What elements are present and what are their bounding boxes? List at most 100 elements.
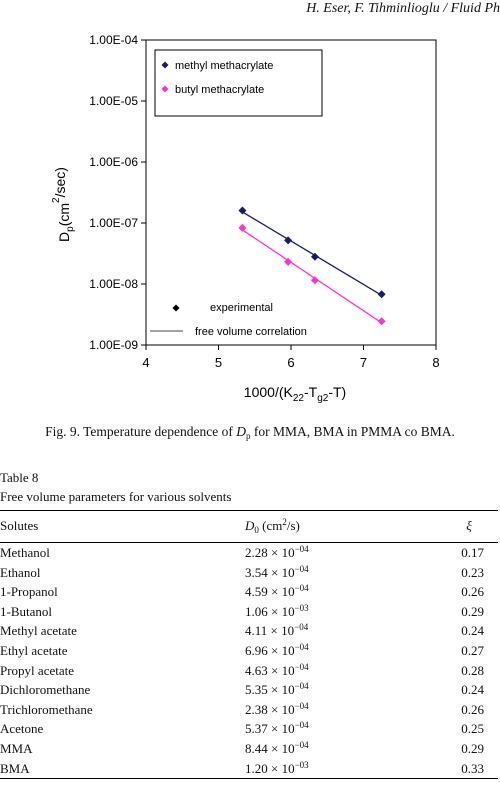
free-volume-table: Solutes D0 (cm2/s) ξ Methanol 2.28 × 10−0…: [0, 510, 498, 780]
caption-prefix: Fig. 9. Temperature dependence of: [45, 424, 237, 439]
cell-d0: 4.63 × 10−04: [245, 661, 440, 681]
y-tick-label: 1.00E-08: [89, 277, 138, 291]
header-xi: ξ: [440, 510, 498, 543]
cell-d0: 1.06 × 10−03: [245, 602, 440, 622]
header-d0: D0 (cm2/s): [245, 510, 440, 543]
annotation-fit: free volume correlation: [195, 326, 307, 338]
cell-d0-exponent: −04: [294, 544, 309, 554]
table-row: Ethyl acetate 6.96 × 10−04 0.27: [0, 641, 498, 661]
series-1-point: [310, 276, 319, 285]
cell-d0-times: × 10: [267, 545, 295, 560]
cell-solute: MMA: [0, 740, 33, 756]
cell-solute: Methyl acetate: [0, 623, 77, 639]
annotation-experimental: experimental: [210, 302, 273, 314]
x-tick-label: 4: [142, 355, 149, 370]
cell-d0-mantissa: 2.28: [245, 545, 268, 560]
x-tick-label: 8: [432, 355, 439, 370]
cell-d0-exponent: −04: [294, 720, 309, 731]
header-solutes: Solutes: [0, 510, 245, 543]
legend-marker: [161, 85, 169, 93]
cell-d0-exponent: −04: [294, 739, 309, 750]
cell-solute: 1-Propanol: [0, 584, 58, 600]
x-tick-label: 5: [215, 355, 222, 370]
table-row: Propyl acetate 4.63 × 10−04 0.28: [0, 661, 498, 681]
legend-box: [154, 49, 323, 117]
cell-d0-mantissa: 1.20: [245, 760, 268, 776]
series-0-fit-line: [242, 211, 382, 296]
cell-d0-mantissa: 6.96: [245, 642, 268, 658]
cell-solute: 1-Butanol: [0, 603, 52, 619]
cell-d0-exponent: −03: [294, 602, 309, 613]
legend-label: methyl methacrylate: [175, 60, 273, 72]
table-row: Methyl acetate 4.11 × 10−04 0.24: [0, 621, 498, 641]
caption-var: D: [236, 424, 246, 439]
header-d0-close: /s): [286, 518, 300, 533]
cell-d0-times: × 10: [267, 760, 295, 776]
cell-d0-times: × 10: [267, 662, 295, 678]
cell-d0-exponent: −04: [294, 661, 309, 672]
header-d0-sub: 0: [254, 525, 259, 535]
cell-d0-mantissa: 5.37: [245, 721, 268, 737]
cell-d0: 2.38 × 10−04: [245, 700, 440, 720]
y-axis-label-part: D: [56, 232, 72, 242]
table-row: MMA 8.44 × 10−04 0.29: [0, 739, 498, 759]
cell-xi: 0.17: [461, 545, 484, 560]
cell-xi: 0.29: [461, 740, 484, 756]
cell-d0: 5.35 × 10−04: [245, 680, 440, 700]
cell-d0-exponent: −04: [294, 563, 309, 574]
cell-d0-exponent: −04: [294, 622, 309, 633]
header-d0-var: D: [245, 518, 255, 533]
cell-d0-exponent: −04: [294, 700, 309, 711]
table-row: 1-Propanol 4.59 × 10−04 0.26: [0, 582, 498, 602]
table-heading: Table 8 Free volume parameters for vario…: [0, 468, 231, 506]
series-0-point: [238, 206, 247, 215]
annotation-marker: [172, 304, 180, 312]
cell-d0-mantissa: 8.44: [245, 740, 268, 756]
header-d0-units: (cm: [258, 518, 283, 533]
y-tick-label: 1.00E-04: [89, 33, 138, 47]
cell-d0: 2.28 × 10−04: [245, 543, 440, 563]
cell-solute: BMA: [0, 758, 245, 780]
cell-solute: Dichloromethane: [0, 682, 91, 698]
y-axis-label-part: (cm: [56, 203, 72, 226]
table-row: 1-Butanol 1.06 × 10−03 0.29: [0, 602, 498, 622]
cell-xi: 0.28: [461, 662, 484, 678]
cell-xi: 0.29: [461, 603, 484, 619]
cell-d0-exponent: −04: [294, 641, 309, 652]
series-1-point: [284, 257, 293, 266]
cell-d0: 3.54 × 10−04: [245, 563, 440, 583]
cell-d0-times: × 10: [267, 584, 295, 600]
cell-d0-times: × 10: [267, 721, 295, 737]
cell-d0-exponent: −04: [294, 583, 309, 594]
cell-d0-exponent: −04: [294, 681, 309, 692]
series-1-point: [377, 317, 386, 326]
cell-d0-times: × 10: [267, 642, 295, 658]
cell-d0: 6.96 × 10−04: [245, 641, 440, 661]
cell-d0-times: × 10: [267, 740, 295, 756]
legend-marker: [161, 61, 169, 69]
x-axis-label-part: 22: [293, 393, 305, 404]
cell-xi: 0.23: [461, 564, 484, 580]
cell-d0-mantissa: 3.54: [245, 564, 268, 580]
cell-xi: 0.25: [461, 721, 484, 737]
running-head: H. Eser, F. Tihminlioglu / Fluid Ph: [306, 1, 500, 16]
table-row: Ethanol 3.54 × 10−04 0.23: [0, 563, 498, 583]
cell-d0-mantissa: 4.63: [245, 662, 268, 678]
cell-solute: Ethyl acetate: [0, 642, 68, 658]
y-tick-label: 1.00E-07: [89, 216, 138, 230]
chart: 1.00E-09 1.00E-08 1.00E-07 1.00E-06 1.00E-05…: [51, 33, 440, 404]
cell-d0-times: × 10: [267, 564, 295, 580]
cell-d0: 5.37 × 10−04: [245, 719, 440, 739]
x-tick-label: 7: [360, 355, 367, 370]
table-wrapper: Solutes D0 (cm2/s) ξ Methanol 2.28 × 10−0…: [0, 510, 500, 780]
x-axis-label-part: 1000/(K: [244, 384, 294, 400]
cell-d0-mantissa: 2.38: [245, 701, 268, 717]
y-tick-label: 1.00E-06: [89, 155, 138, 169]
x-axis-label-part: g2: [317, 393, 329, 404]
cell-d0-times: × 10: [267, 682, 295, 698]
series-0-point: [284, 236, 293, 245]
cell-d0-mantissa: 4.59: [245, 584, 268, 600]
series-1-fit-line: [242, 229, 382, 324]
cell-d0-mantissa: 5.35: [245, 682, 268, 698]
table-row: Acetone 5.37 × 10−04 0.25: [0, 719, 498, 739]
